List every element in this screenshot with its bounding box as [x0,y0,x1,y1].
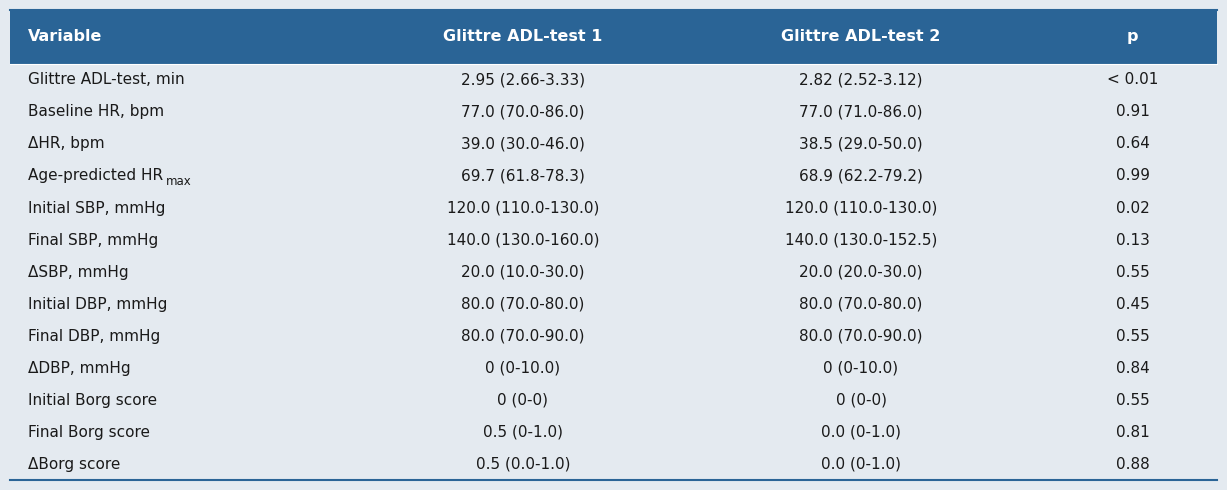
Bar [10,10,1217,64]
Text: 80.0 (70.0-80.0): 80.0 (70.0-80.0) [799,296,923,312]
Bar [10,256,1217,288]
Text: Age-predicted HR: Age-predicted HR [28,169,163,183]
Text: 2.95 (2.66-3.33): 2.95 (2.66-3.33) [461,73,585,87]
Text: 69.7 (61.8-78.3): 69.7 (61.8-78.3) [461,169,585,183]
Text: ΔHR, bpm: ΔHR, bpm [28,136,104,151]
Text: 0.45: 0.45 [1115,296,1150,312]
Text: Baseline HR, bpm: Baseline HR, bpm [28,104,164,120]
Text: ΔSBP, mmHg: ΔSBP, mmHg [28,265,129,280]
Text: 140.0 (130.0-160.0): 140.0 (130.0-160.0) [447,233,599,247]
Text: 0.88: 0.88 [1115,457,1150,472]
Text: 0.0 (0-1.0): 0.0 (0-1.0) [821,457,901,472]
Bar [10,96,1217,128]
Text: 20.0 (20.0-30.0): 20.0 (20.0-30.0) [799,265,923,280]
Text: 0 (0-10.0): 0 (0-10.0) [486,361,561,376]
Text: 77.0 (70.0-86.0): 77.0 (70.0-86.0) [461,104,585,120]
Text: 0.64: 0.64 [1115,136,1150,151]
Text: 0.55: 0.55 [1115,329,1150,343]
Bar [10,416,1217,448]
Text: 0.0 (0-1.0): 0.0 (0-1.0) [821,425,901,440]
Bar [10,288,1217,320]
Text: 77.0 (71.0-86.0): 77.0 (71.0-86.0) [799,104,923,120]
Text: 0.55: 0.55 [1115,265,1150,280]
Text: Initial Borg score: Initial Borg score [28,392,157,408]
Text: 68.9 (62.2-79.2): 68.9 (62.2-79.2) [799,169,923,183]
Text: 80.0 (70.0-90.0): 80.0 (70.0-90.0) [799,329,923,343]
Text: max: max [166,175,191,188]
Bar [10,128,1217,160]
Bar [10,192,1217,224]
Text: Glittre ADL-test 1: Glittre ADL-test 1 [443,29,602,45]
Text: 0.5 (0.0-1.0): 0.5 (0.0-1.0) [476,457,571,472]
Text: 0.99: 0.99 [1115,169,1150,183]
Text: 0 (0-0): 0 (0-0) [497,392,548,408]
Text: < 0.01: < 0.01 [1107,73,1158,87]
Text: Glittre ADL-test, min: Glittre ADL-test, min [28,73,185,87]
Text: Initial SBP, mmHg: Initial SBP, mmHg [28,200,166,216]
Bar [10,224,1217,256]
Text: 0 (0-10.0): 0 (0-10.0) [823,361,898,376]
Text: Final Borg score: Final Borg score [28,425,150,440]
Text: Final SBP, mmHg: Final SBP, mmHg [28,233,158,247]
Bar [10,160,1217,192]
Text: Final DBP, mmHg: Final DBP, mmHg [28,329,161,343]
Text: 80.0 (70.0-90.0): 80.0 (70.0-90.0) [461,329,585,343]
Text: 0.84: 0.84 [1115,361,1150,376]
Bar [10,320,1217,352]
Text: 38.5 (29.0-50.0): 38.5 (29.0-50.0) [799,136,923,151]
Bar [10,352,1217,384]
Text: ΔDBP, mmHg: ΔDBP, mmHg [28,361,131,376]
Text: 20.0 (10.0-30.0): 20.0 (10.0-30.0) [461,265,585,280]
Text: Glittre ADL-test 2: Glittre ADL-test 2 [782,29,941,45]
Text: 2.82 (2.52-3.12): 2.82 (2.52-3.12) [799,73,923,87]
Text: 0.13: 0.13 [1115,233,1150,247]
Text: 0.55: 0.55 [1115,392,1150,408]
Text: Initial DBP, mmHg: Initial DBP, mmHg [28,296,168,312]
Text: 80.0 (70.0-80.0): 80.0 (70.0-80.0) [461,296,584,312]
Text: 39.0 (30.0-46.0): 39.0 (30.0-46.0) [461,136,585,151]
Text: ΔBorg score: ΔBorg score [28,457,120,472]
Text: 0.02: 0.02 [1115,200,1150,216]
Text: 120.0 (110.0-130.0): 120.0 (110.0-130.0) [785,200,937,216]
Bar [10,384,1217,416]
Text: 0.5 (0-1.0): 0.5 (0-1.0) [483,425,563,440]
Text: Variable: Variable [28,29,103,45]
Text: 140.0 (130.0-152.5): 140.0 (130.0-152.5) [785,233,937,247]
Bar [10,64,1217,96]
Text: 0 (0-0): 0 (0-0) [836,392,887,408]
Text: 0.91: 0.91 [1115,104,1150,120]
Text: p: p [1126,29,1139,45]
Bar [10,448,1217,480]
Text: 120.0 (110.0-130.0): 120.0 (110.0-130.0) [447,200,599,216]
Text: 0.81: 0.81 [1115,425,1150,440]
